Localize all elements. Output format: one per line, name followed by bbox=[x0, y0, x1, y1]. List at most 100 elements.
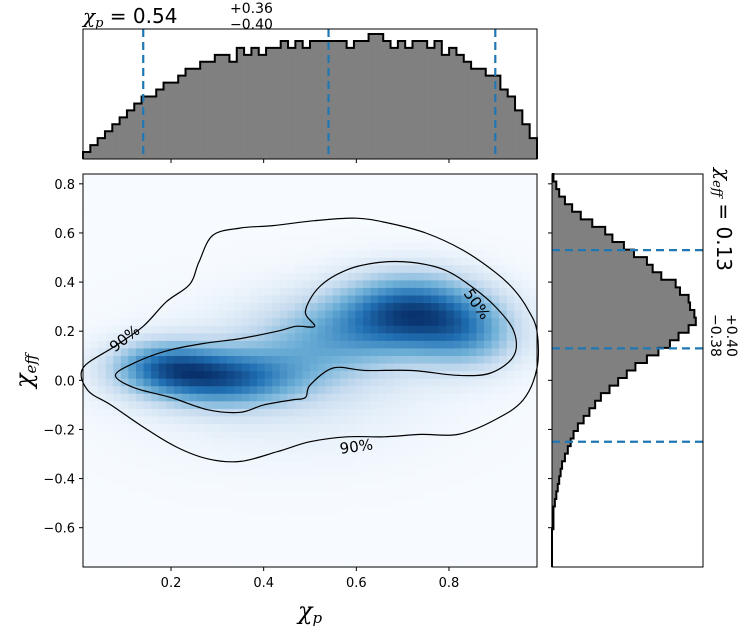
heatmap-cell bbox=[90, 211, 99, 220]
heatmap-cell bbox=[393, 483, 402, 493]
heatmap-cell bbox=[415, 529, 425, 538]
heatmap-cell bbox=[438, 408, 447, 417]
heatmap-cell bbox=[453, 287, 462, 296]
heatmap-cell bbox=[143, 514, 152, 523]
heatmap-cell bbox=[355, 385, 364, 394]
heatmap-cell bbox=[287, 536, 296, 545]
heatmap-cell bbox=[529, 536, 538, 545]
heatmap-cell bbox=[415, 483, 425, 493]
heatmap-cell bbox=[128, 506, 137, 515]
heatmap-cell bbox=[438, 423, 447, 432]
marginal-y-bar bbox=[552, 257, 647, 265]
heatmap-cell bbox=[166, 174, 175, 183]
heatmap-cell bbox=[158, 551, 167, 561]
heatmap-cell bbox=[188, 529, 198, 538]
heatmap-cell bbox=[468, 325, 478, 334]
heatmap-cell bbox=[491, 438, 500, 447]
heatmap-cell bbox=[98, 506, 107, 515]
heatmap-cell bbox=[264, 408, 273, 417]
heatmap-cell bbox=[196, 415, 205, 425]
heatmap-cell bbox=[264, 544, 273, 553]
heatmap-cell bbox=[400, 415, 409, 425]
heatmap-cell bbox=[506, 317, 515, 326]
marginal-y-bar bbox=[552, 438, 571, 447]
heatmap-cell bbox=[135, 294, 145, 304]
heatmap-cell bbox=[438, 302, 447, 311]
heatmap-cell bbox=[151, 264, 160, 273]
heatmap-cell bbox=[196, 242, 205, 251]
heatmap-cell bbox=[173, 476, 182, 485]
heatmap-cell bbox=[257, 506, 266, 515]
heatmap-cell bbox=[393, 355, 402, 364]
heatmap-cell bbox=[83, 264, 92, 273]
heatmap-cell bbox=[98, 385, 107, 394]
heatmap-cell bbox=[370, 302, 379, 311]
heatmap-cell bbox=[506, 491, 515, 500]
heatmap-cell bbox=[310, 430, 319, 440]
heatmap-cell bbox=[234, 302, 243, 311]
heatmap-cell bbox=[461, 325, 470, 334]
heatmap-cell bbox=[529, 461, 538, 470]
heatmap-cell bbox=[506, 211, 515, 220]
heatmap-cell bbox=[128, 446, 137, 455]
heatmap-cell bbox=[506, 551, 515, 561]
heatmap-cell bbox=[204, 279, 213, 288]
heatmap-cell bbox=[514, 423, 523, 432]
heatmap-cell bbox=[241, 219, 251, 228]
heatmap-cell bbox=[393, 430, 402, 440]
heatmap-cell bbox=[332, 294, 341, 304]
heatmap-cell bbox=[347, 453, 356, 462]
y-tick-label: −0.2 bbox=[43, 423, 75, 438]
heatmap-cell bbox=[332, 408, 341, 417]
heatmap-cell bbox=[302, 272, 311, 281]
heatmap-cell bbox=[234, 294, 243, 304]
heatmap-cell bbox=[317, 294, 326, 304]
heatmap-cell bbox=[287, 529, 296, 538]
heatmap-cell bbox=[196, 196, 205, 205]
heatmap-cell bbox=[226, 272, 235, 281]
heatmap-cell bbox=[287, 325, 296, 334]
heatmap-cell bbox=[484, 393, 493, 402]
heatmap-cell bbox=[135, 317, 145, 326]
heatmap-cell bbox=[491, 400, 500, 409]
heatmap-cell bbox=[355, 415, 364, 425]
heatmap-cell bbox=[135, 362, 145, 372]
heatmap-cell bbox=[370, 272, 379, 281]
heatmap-cell bbox=[310, 174, 319, 183]
heatmap-cell bbox=[90, 491, 99, 500]
heatmap-cell bbox=[287, 408, 296, 417]
heatmap-cell bbox=[484, 551, 493, 561]
heatmap-cell bbox=[370, 521, 379, 530]
heatmap-cell bbox=[484, 446, 493, 455]
heatmap-cell bbox=[264, 264, 273, 273]
heatmap-cell bbox=[135, 242, 145, 251]
heatmap-cell bbox=[279, 249, 288, 258]
heatmap-cell bbox=[438, 529, 447, 538]
heatmap-cell bbox=[294, 408, 304, 417]
heatmap-cell bbox=[158, 294, 167, 304]
heatmap-cell bbox=[173, 415, 182, 425]
heatmap-cell bbox=[325, 415, 334, 425]
heatmap-cell bbox=[83, 340, 92, 349]
heatmap-cell bbox=[317, 529, 326, 538]
heatmap-cell bbox=[461, 219, 470, 228]
heatmap-cell bbox=[415, 279, 425, 288]
heatmap-cell bbox=[347, 226, 356, 236]
heatmap-cell bbox=[362, 317, 372, 326]
heatmap-cell bbox=[362, 332, 372, 341]
heatmap-cell bbox=[325, 272, 334, 281]
heatmap-cell bbox=[385, 378, 394, 387]
heatmap-cell bbox=[378, 196, 387, 205]
heatmap-cell bbox=[173, 325, 182, 334]
x-axis-ticks: 0.2 0.4 0.6 0.8 bbox=[161, 567, 459, 591]
heatmap-cell bbox=[461, 196, 470, 205]
heatmap-cell bbox=[408, 559, 417, 568]
heatmap-cell bbox=[347, 355, 356, 364]
heatmap-cell bbox=[279, 461, 288, 470]
heatmap-cell bbox=[90, 325, 99, 334]
heatmap-cell bbox=[468, 234, 478, 243]
heatmap-cell bbox=[83, 174, 92, 183]
heatmap-cell bbox=[98, 551, 107, 561]
heatmap-cell bbox=[143, 491, 152, 500]
heatmap-cell bbox=[378, 521, 387, 530]
